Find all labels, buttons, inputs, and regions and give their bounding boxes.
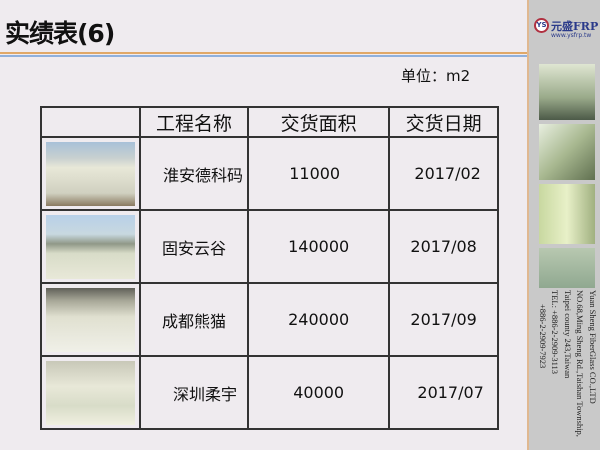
divider-orange [0, 52, 527, 54]
sidebar-photo-2 [539, 124, 595, 180]
project-name: 固安云谷 [138, 209, 250, 284]
address-line: Yuan Sheng FiberGlass CO.,LTD [588, 290, 598, 404]
table-header: 工程名称 交货面积 交货日期 [40, 106, 499, 138]
address-line: NO.68,Ming Sheng Rd.,Taishan Township, [575, 290, 586, 437]
sidebar-photo-1 [539, 64, 595, 120]
company-logo: YS 元盛FRP www.ysfrp.tw [534, 18, 600, 48]
project-date: 2017/02 [388, 136, 499, 211]
header-area: 交货面积 [247, 106, 391, 138]
project-date: 2017/08 [388, 209, 499, 284]
sidebar-photo-4 [539, 248, 595, 288]
header-date: 交货日期 [388, 106, 499, 138]
project-area: 140000 [247, 209, 391, 284]
project-name: 淮安德科码 [138, 136, 250, 211]
address-line: TEL: +886-2-2909-3113 [550, 290, 561, 375]
logo-name: 元盛FRP [551, 20, 599, 33]
project-area: 240000 [247, 282, 391, 357]
project-table: 工程名称 交货面积 交货日期 淮安德科码 11000 2017/02 固安云谷 … [40, 106, 499, 430]
project-name: 深圳柔宇 [138, 355, 250, 430]
header-name: 工程名称 [138, 106, 250, 138]
address-line: +886-2-2909-7923 [538, 304, 548, 369]
company-address: Yuan Sheng FiberGlass CO.,LTD NO.68,Ming… [535, 290, 599, 445]
table-row: 固安云谷 140000 2017/08 [40, 209, 499, 284]
logo-url: www.ysfrp.tw [551, 32, 592, 39]
page-title: 实绩表(6) [5, 19, 115, 48]
address-line: Taipei county 243,Taiwan [563, 290, 573, 379]
project-photo [45, 360, 135, 425]
project-photo [45, 141, 135, 206]
project-area: 11000 [247, 136, 391, 211]
header-photo [40, 106, 141, 138]
project-date: 2017/07 [388, 355, 499, 430]
project-photo [45, 214, 135, 279]
project-name: 成都熊猫 [138, 282, 250, 357]
table-row: 成都熊猫 240000 2017/09 [40, 282, 499, 357]
logo-mark-icon: YS [534, 18, 549, 33]
project-area: 40000 [247, 355, 391, 430]
unit-label: 单位：m2 [401, 67, 471, 85]
table-row: 深圳柔宇 40000 2017/07 [40, 355, 499, 430]
divider-blue [0, 55, 527, 57]
project-date: 2017/09 [388, 282, 499, 357]
sidebar: YS 元盛FRP www.ysfrp.tw Yuan Sheng FiberGl… [527, 0, 600, 450]
project-photo [45, 287, 135, 352]
table-row: 淮安德科码 11000 2017/02 [40, 136, 499, 211]
sidebar-photo-3 [539, 184, 595, 244]
